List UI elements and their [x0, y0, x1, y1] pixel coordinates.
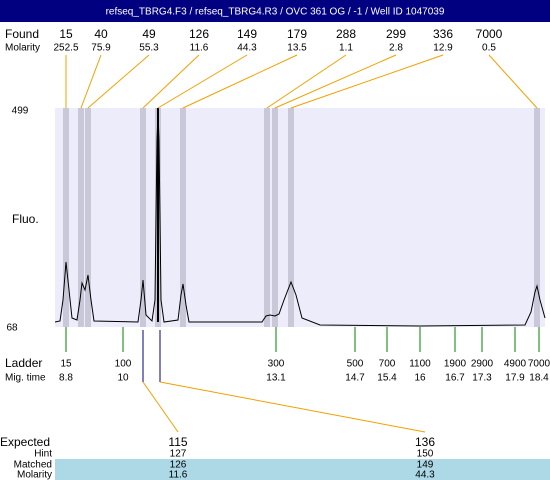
- ladder-size: 1900: [444, 359, 467, 370]
- mig-time: 14.7: [345, 373, 365, 384]
- found-molarity: 75.9: [91, 43, 111, 54]
- peak-connector: [157, 54, 248, 109]
- peak-connector: [274, 54, 397, 109]
- peak-band: [78, 108, 84, 327]
- expected-size: 136: [415, 435, 435, 449]
- mig-time: 8.8: [59, 373, 73, 384]
- trace: [54, 112, 546, 327]
- connector: [159, 381, 426, 433]
- ladder-label: Ladder: [5, 356, 42, 370]
- mig-time: 15.4: [377, 373, 397, 384]
- mig-time: 10: [117, 373, 129, 384]
- peak-connector: [266, 54, 347, 109]
- found-molarity: 12.9: [433, 43, 453, 54]
- hint-size: 127: [170, 449, 187, 460]
- matched-molarity: 11.6: [169, 470, 188, 480]
- plot-area: [55, 108, 545, 327]
- found-molarity: 252.5: [53, 43, 78, 54]
- peak-band: [534, 108, 540, 327]
- peak-band: [272, 108, 278, 327]
- found-molarity: 11.6: [190, 43, 209, 54]
- peak-connector: [182, 54, 298, 109]
- ladder-size: 4900: [504, 359, 527, 370]
- mig-time: 13.1: [266, 373, 286, 384]
- expected-label: Expected: [0, 435, 50, 449]
- found-molarity: 44.3: [237, 43, 257, 54]
- matched-size: 126: [170, 460, 187, 471]
- matched-highlight: [55, 459, 550, 480]
- mig-time: 17.9: [505, 373, 525, 384]
- found-molarity: 13.5: [287, 43, 307, 54]
- found-size: 40: [94, 27, 108, 41]
- peak-band: [264, 108, 270, 327]
- peak-band: [63, 108, 69, 327]
- peak-band: [288, 108, 294, 327]
- mig-time-label: Mig. time: [5, 373, 46, 384]
- ladder-size: 500: [347, 359, 364, 370]
- hint-size: 150: [417, 449, 434, 460]
- ladder-size: 15: [60, 359, 72, 370]
- peak-connector: [80, 54, 102, 109]
- molarity-label: Molarity: [17, 470, 52, 480]
- found-size: 15: [59, 27, 73, 41]
- found-molarity: 0.5: [482, 43, 496, 54]
- found-size: 299: [386, 27, 406, 41]
- ladder-size: 700: [379, 359, 396, 370]
- found-molarity: 2.8: [389, 43, 403, 54]
- ladder-size: 300: [268, 359, 285, 370]
- expected-size: 115: [168, 435, 187, 449]
- peak-connector: [142, 54, 200, 109]
- hint-label: Hint: [34, 449, 52, 460]
- found-molarity: 1.1: [339, 43, 353, 54]
- mig-time: 16.7: [445, 373, 465, 384]
- found-size: 126: [189, 27, 209, 41]
- peak-band: [180, 108, 186, 327]
- peak-connector: [290, 54, 444, 109]
- mig-time: 17.3: [472, 373, 492, 384]
- title: refseq_TBRG4.F3 / refseq_TBRG4.R3 / OVC …: [106, 7, 445, 18]
- found-molarity: 55.3: [139, 43, 159, 54]
- mig-time: 16: [414, 373, 426, 384]
- y-top-label: 499: [12, 106, 29, 117]
- matched-label: Matched: [14, 460, 52, 471]
- matched-molarity: 44.3: [415, 470, 435, 480]
- connector: [142, 381, 179, 433]
- ladder-size: 1100: [409, 359, 431, 370]
- found-size: 288: [336, 27, 356, 41]
- peak-band: [85, 108, 91, 327]
- peak-band: [140, 108, 146, 327]
- molarity-label: Molarity: [5, 43, 40, 54]
- matched-size: 149: [417, 460, 434, 471]
- found-label: Found: [5, 27, 39, 41]
- y-bottom-label: 68: [6, 323, 18, 334]
- ladder-size: 7000: [528, 359, 550, 370]
- ladder-size: 100: [115, 359, 132, 370]
- title-bar: [0, 0, 550, 22]
- mig-time: 18.4: [529, 373, 549, 384]
- ladder-size: 2900: [471, 359, 494, 370]
- found-size: 336: [433, 27, 453, 41]
- found-size: 149: [237, 27, 257, 41]
- found-size: 49: [142, 27, 156, 41]
- peak-connector: [488, 54, 538, 109]
- peak-connector: [87, 54, 150, 109]
- found-size: 7000: [476, 27, 503, 41]
- found-size: 179: [287, 27, 307, 41]
- y-axis-label: Fluo.: [12, 212, 39, 226]
